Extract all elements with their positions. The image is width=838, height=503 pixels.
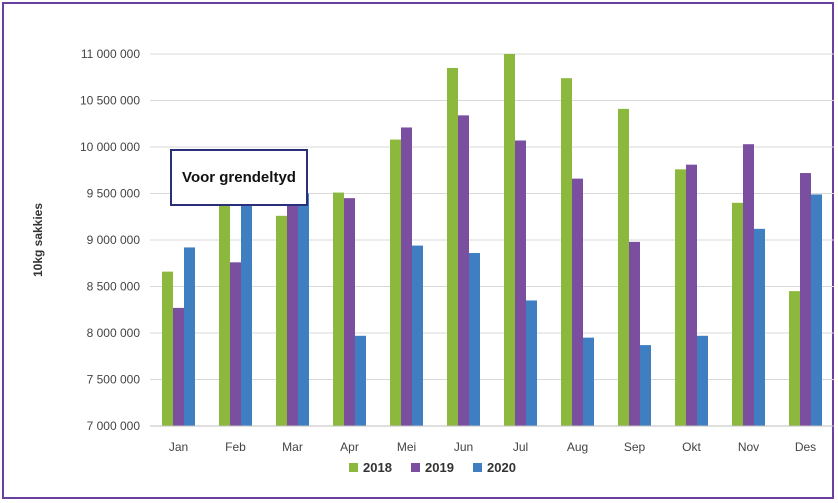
y-axis-ticks: 7 000 000 7 500 000 8 000 000 8 500 000 9 00…	[80, 47, 140, 433]
x-axis-ticks: Jan Feb Mar Apr Mei Jun Jul Aug Sep Okt Nov Des	[169, 440, 816, 454]
bar-2019-sep	[629, 241, 640, 426]
bar-2019-nov	[743, 144, 754, 426]
bar-2019-mar	[287, 196, 298, 426]
bar-2020-okt	[697, 335, 708, 426]
annotation-text: Voor grendeltyd	[182, 168, 296, 186]
bar-2019-mei	[401, 127, 412, 426]
x-tick-label: Mei	[397, 440, 416, 454]
x-tick-label: Sep	[624, 440, 646, 454]
bars	[162, 54, 822, 427]
y-tick-label: 8 000 000	[87, 326, 141, 340]
gridlines	[150, 53, 834, 427]
y-tick-label: 11 000 000	[81, 47, 140, 61]
bar-2018-jan	[162, 271, 173, 426]
bar-2018-mar	[276, 215, 287, 426]
bar-2019-jun	[458, 115, 469, 426]
y-tick-label: 7 000 000	[87, 419, 141, 433]
bar-2018-apr	[333, 192, 344, 426]
bar-2018-mei	[390, 139, 401, 426]
legend-label-2020: 2020	[487, 460, 516, 475]
bar-2019-apr	[344, 198, 355, 426]
bar-2019-feb	[230, 262, 241, 426]
bar-2020-mar	[298, 193, 309, 426]
bar-2019-des	[800, 173, 811, 426]
bar-2019-okt	[686, 164, 697, 427]
x-tick-label: Okt	[682, 440, 701, 454]
y-tick-label: 10 500 000	[80, 94, 140, 108]
legend-swatch-2019	[411, 463, 420, 472]
legend-label-2018: 2018	[363, 460, 392, 475]
x-tick-label: Jun	[454, 440, 473, 454]
x-tick-label: Apr	[340, 440, 359, 454]
bar-2018-jun	[447, 67, 458, 426]
bar-2020-jun	[469, 253, 480, 426]
bar-2020-feb	[241, 199, 252, 426]
bar-2018-nov	[732, 202, 743, 426]
x-tick-label: Feb	[225, 440, 246, 454]
y-tick-label: 8 500 000	[87, 280, 141, 294]
bar-2020-nov	[754, 228, 765, 426]
bar-2018-des	[789, 291, 800, 426]
bar-2019-jan	[173, 307, 184, 426]
bar-2018-okt	[675, 169, 686, 426]
legend-label-2019: 2019	[425, 460, 454, 475]
x-tick-label: Mar	[282, 440, 303, 454]
x-tick-label: Des	[795, 440, 816, 454]
legend: 2018 2019 2020	[349, 460, 516, 475]
y-tick-label: 7 500 000	[87, 373, 141, 387]
y-axis-label: 10kg sakkies	[31, 203, 45, 277]
annotation-box: Voor grendeltyd	[170, 149, 308, 206]
bar-2018-jul	[504, 54, 515, 426]
bar-2018-aug	[561, 78, 572, 427]
bar-2020-jul	[526, 300, 537, 426]
x-tick-label: Nov	[738, 440, 759, 454]
x-tick-label: Aug	[567, 440, 588, 454]
legend-swatch-2020	[473, 463, 482, 472]
y-tick-label: 9 000 000	[87, 233, 141, 247]
legend-swatch-2018	[349, 463, 358, 472]
bar-2020-sep	[640, 345, 651, 426]
bar-2018-feb	[219, 199, 230, 426]
bar-2020-aug	[583, 337, 594, 426]
bar-2018-sep	[618, 108, 629, 427]
bar-2020-apr	[355, 335, 366, 426]
bar-2020-jan	[184, 247, 195, 426]
bar-chart: 7 000 000 7 500 000 8 000 000 8 500 000 9 00…	[31, 47, 834, 475]
bar-2019-aug	[572, 178, 583, 426]
x-tick-label: Jan	[169, 440, 188, 454]
y-tick-label: 10 000 000	[80, 140, 140, 154]
bar-2020-mei	[412, 245, 423, 426]
y-tick-label: 9 500 000	[87, 187, 141, 201]
bar-2019-jul	[515, 140, 526, 427]
x-tick-label: Jul	[513, 440, 528, 454]
bar-2020-des	[811, 194, 822, 426]
